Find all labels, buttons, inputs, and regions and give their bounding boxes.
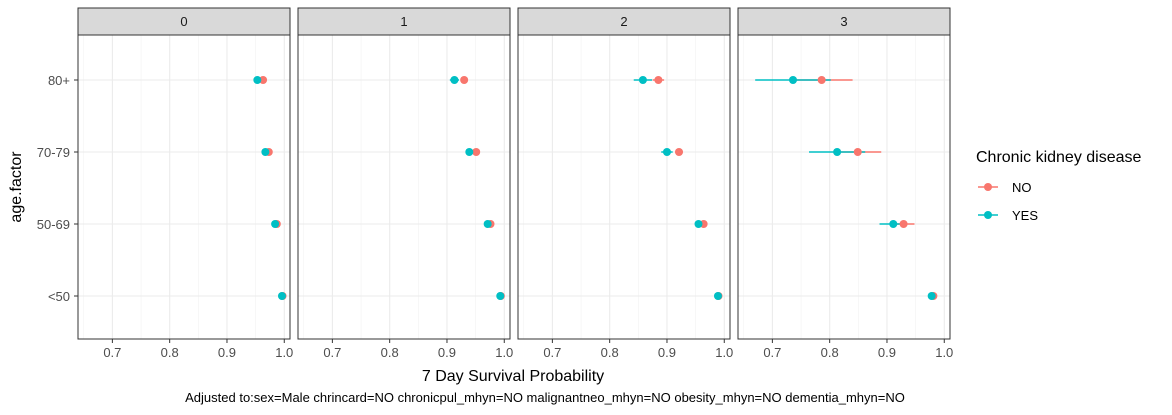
legend-key-point [984, 211, 992, 219]
point-yes [465, 148, 474, 156]
caption: Adjusted to:sex=Male chrincard=NO chroni… [185, 390, 905, 405]
y-axis: 80+ 70-79 50-69 <50 [37, 73, 78, 304]
facet-strip [77, 7, 291, 36]
y-axis-title: age.factor [8, 151, 25, 223]
x-tick-label: 0.9 [438, 345, 456, 360]
point-no [654, 76, 663, 84]
point-no [817, 76, 826, 84]
facet-strip-label: 0 [180, 14, 187, 29]
point-no [853, 148, 862, 156]
point-yes [662, 148, 671, 156]
panel-background [298, 35, 510, 339]
point-yes [261, 148, 270, 156]
facet-strip-label: 1 [400, 14, 407, 29]
x-tick-label: 1.0 [715, 345, 733, 360]
panel-background [518, 35, 730, 339]
x-tick-label: 0.8 [821, 345, 839, 360]
y-tick-label: 50-69 [37, 217, 70, 232]
panel-border [517, 34, 731, 340]
legend-label: YES [1012, 208, 1038, 223]
legend-item-no: NO [978, 180, 1032, 195]
point-no [460, 76, 469, 84]
x-tick-label: 0.7 [543, 345, 561, 360]
point-no [675, 148, 684, 156]
legend-title: Chronic kidney disease [976, 149, 1142, 166]
point-no [472, 148, 481, 156]
legend: Chronic kidney disease NO YES [976, 149, 1142, 223]
x-tick-label: 0.7 [323, 345, 341, 360]
x-tick-label: 1.0 [935, 345, 953, 360]
x-tick-label: 0.7 [763, 345, 781, 360]
point-yes [483, 220, 492, 228]
point-yes [638, 76, 647, 84]
point-yes [889, 220, 898, 228]
point-yes [496, 292, 505, 300]
facet-panel-1: 1 0.7 0.8 0.9 1.0 [297, 7, 513, 360]
facet-panel-2: 2 0.7 0.8 0.9 1.0 [517, 7, 733, 360]
facet-strip [517, 7, 731, 36]
x-axis-title: 7 Day Survival Probability [422, 368, 604, 385]
facet-strip-label: 2 [620, 14, 627, 29]
point-no [899, 220, 908, 228]
panel-background [78, 35, 290, 339]
x-tick-label: 0.7 [103, 345, 121, 360]
y-tick-label: <50 [48, 289, 70, 304]
point-yes [253, 76, 262, 84]
facet-panel-3: 3 0.7 0.8 0.9 1.0 [737, 7, 953, 360]
point-no [259, 76, 268, 84]
x-tick-label: 1.0 [275, 345, 293, 360]
panel-background [738, 35, 950, 339]
x-tick-label: 0.8 [161, 345, 179, 360]
y-tick-label: 80+ [48, 73, 70, 88]
panel-border [737, 34, 951, 340]
y-tick-label: 70-79 [37, 145, 70, 160]
facet-strip-label: 3 [840, 14, 847, 29]
point-yes [450, 76, 459, 84]
x-tick-label: 1.0 [495, 345, 513, 360]
x-tick-label: 0.8 [601, 345, 619, 360]
point-yes [713, 292, 722, 300]
legend-key-point [984, 183, 992, 191]
legend-label: NO [1012, 180, 1032, 195]
panel-border [77, 34, 291, 340]
x-tick-label: 0.9 [658, 345, 676, 360]
point-yes [694, 220, 703, 228]
point-yes [271, 220, 280, 228]
x-tick-label: 0.8 [381, 345, 399, 360]
facet-panel-0: 0 0.7 0.8 0.9 1.0 [77, 7, 293, 360]
facet-strip [297, 7, 511, 36]
facet-panels: 00.7 0.8 0.9 1.010.7 0.8 0.9 1.020.7 0.8 0.9 1.03… [37, 7, 953, 360]
point-yes [833, 148, 842, 156]
x-tick-label: 0.9 [218, 345, 236, 360]
point-yes [277, 292, 286, 300]
legend-entries: NO YES [978, 180, 1038, 223]
point-yes [927, 292, 936, 300]
legend-item-yes: YES [978, 208, 1038, 223]
panel-border [297, 34, 511, 340]
point-yes [789, 76, 798, 84]
x-tick-label: 0.9 [878, 345, 896, 360]
